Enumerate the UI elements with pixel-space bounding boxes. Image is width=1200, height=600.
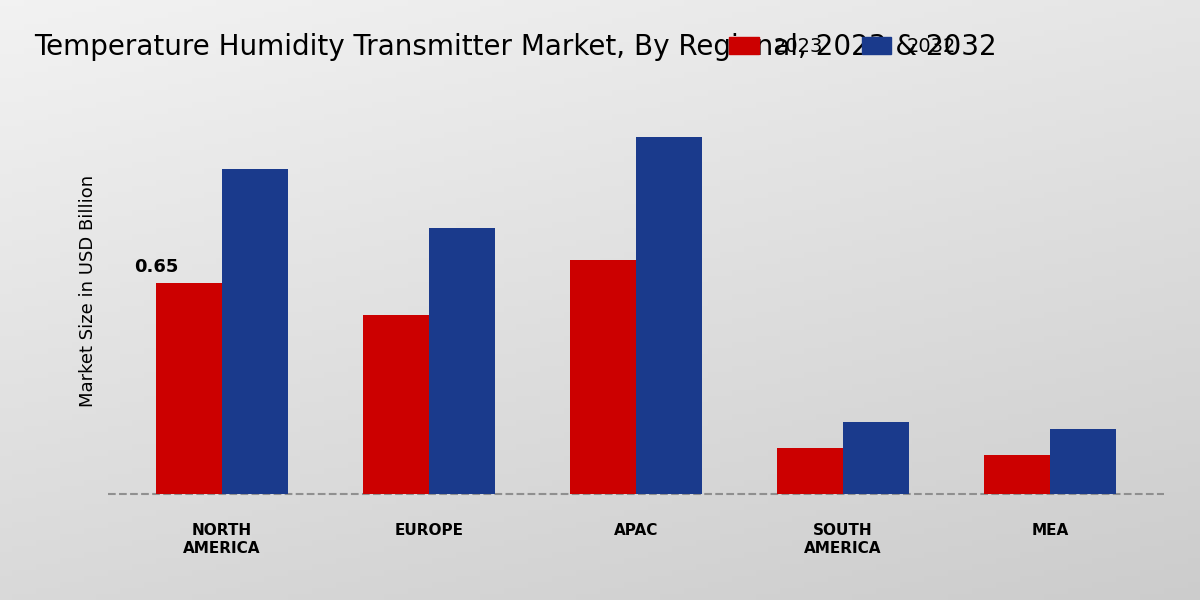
Bar — [776, 448, 844, 494]
Bar — [222, 169, 288, 494]
Bar — [156, 283, 222, 494]
Bar — [636, 137, 702, 494]
Bar — [1050, 429, 1116, 494]
Bar — [844, 422, 910, 494]
Bar — [984, 455, 1050, 494]
Bar — [428, 228, 496, 494]
Text: 0.65: 0.65 — [134, 259, 179, 277]
Y-axis label: Market Size in USD Billion: Market Size in USD Billion — [79, 175, 97, 407]
Legend: 2023, 2032: 2023, 2032 — [721, 29, 964, 64]
Bar — [570, 260, 636, 494]
Text: Temperature Humidity Transmitter Market, By Regional, 2023 & 2032: Temperature Humidity Transmitter Market,… — [34, 34, 997, 61]
Bar — [362, 316, 428, 494]
